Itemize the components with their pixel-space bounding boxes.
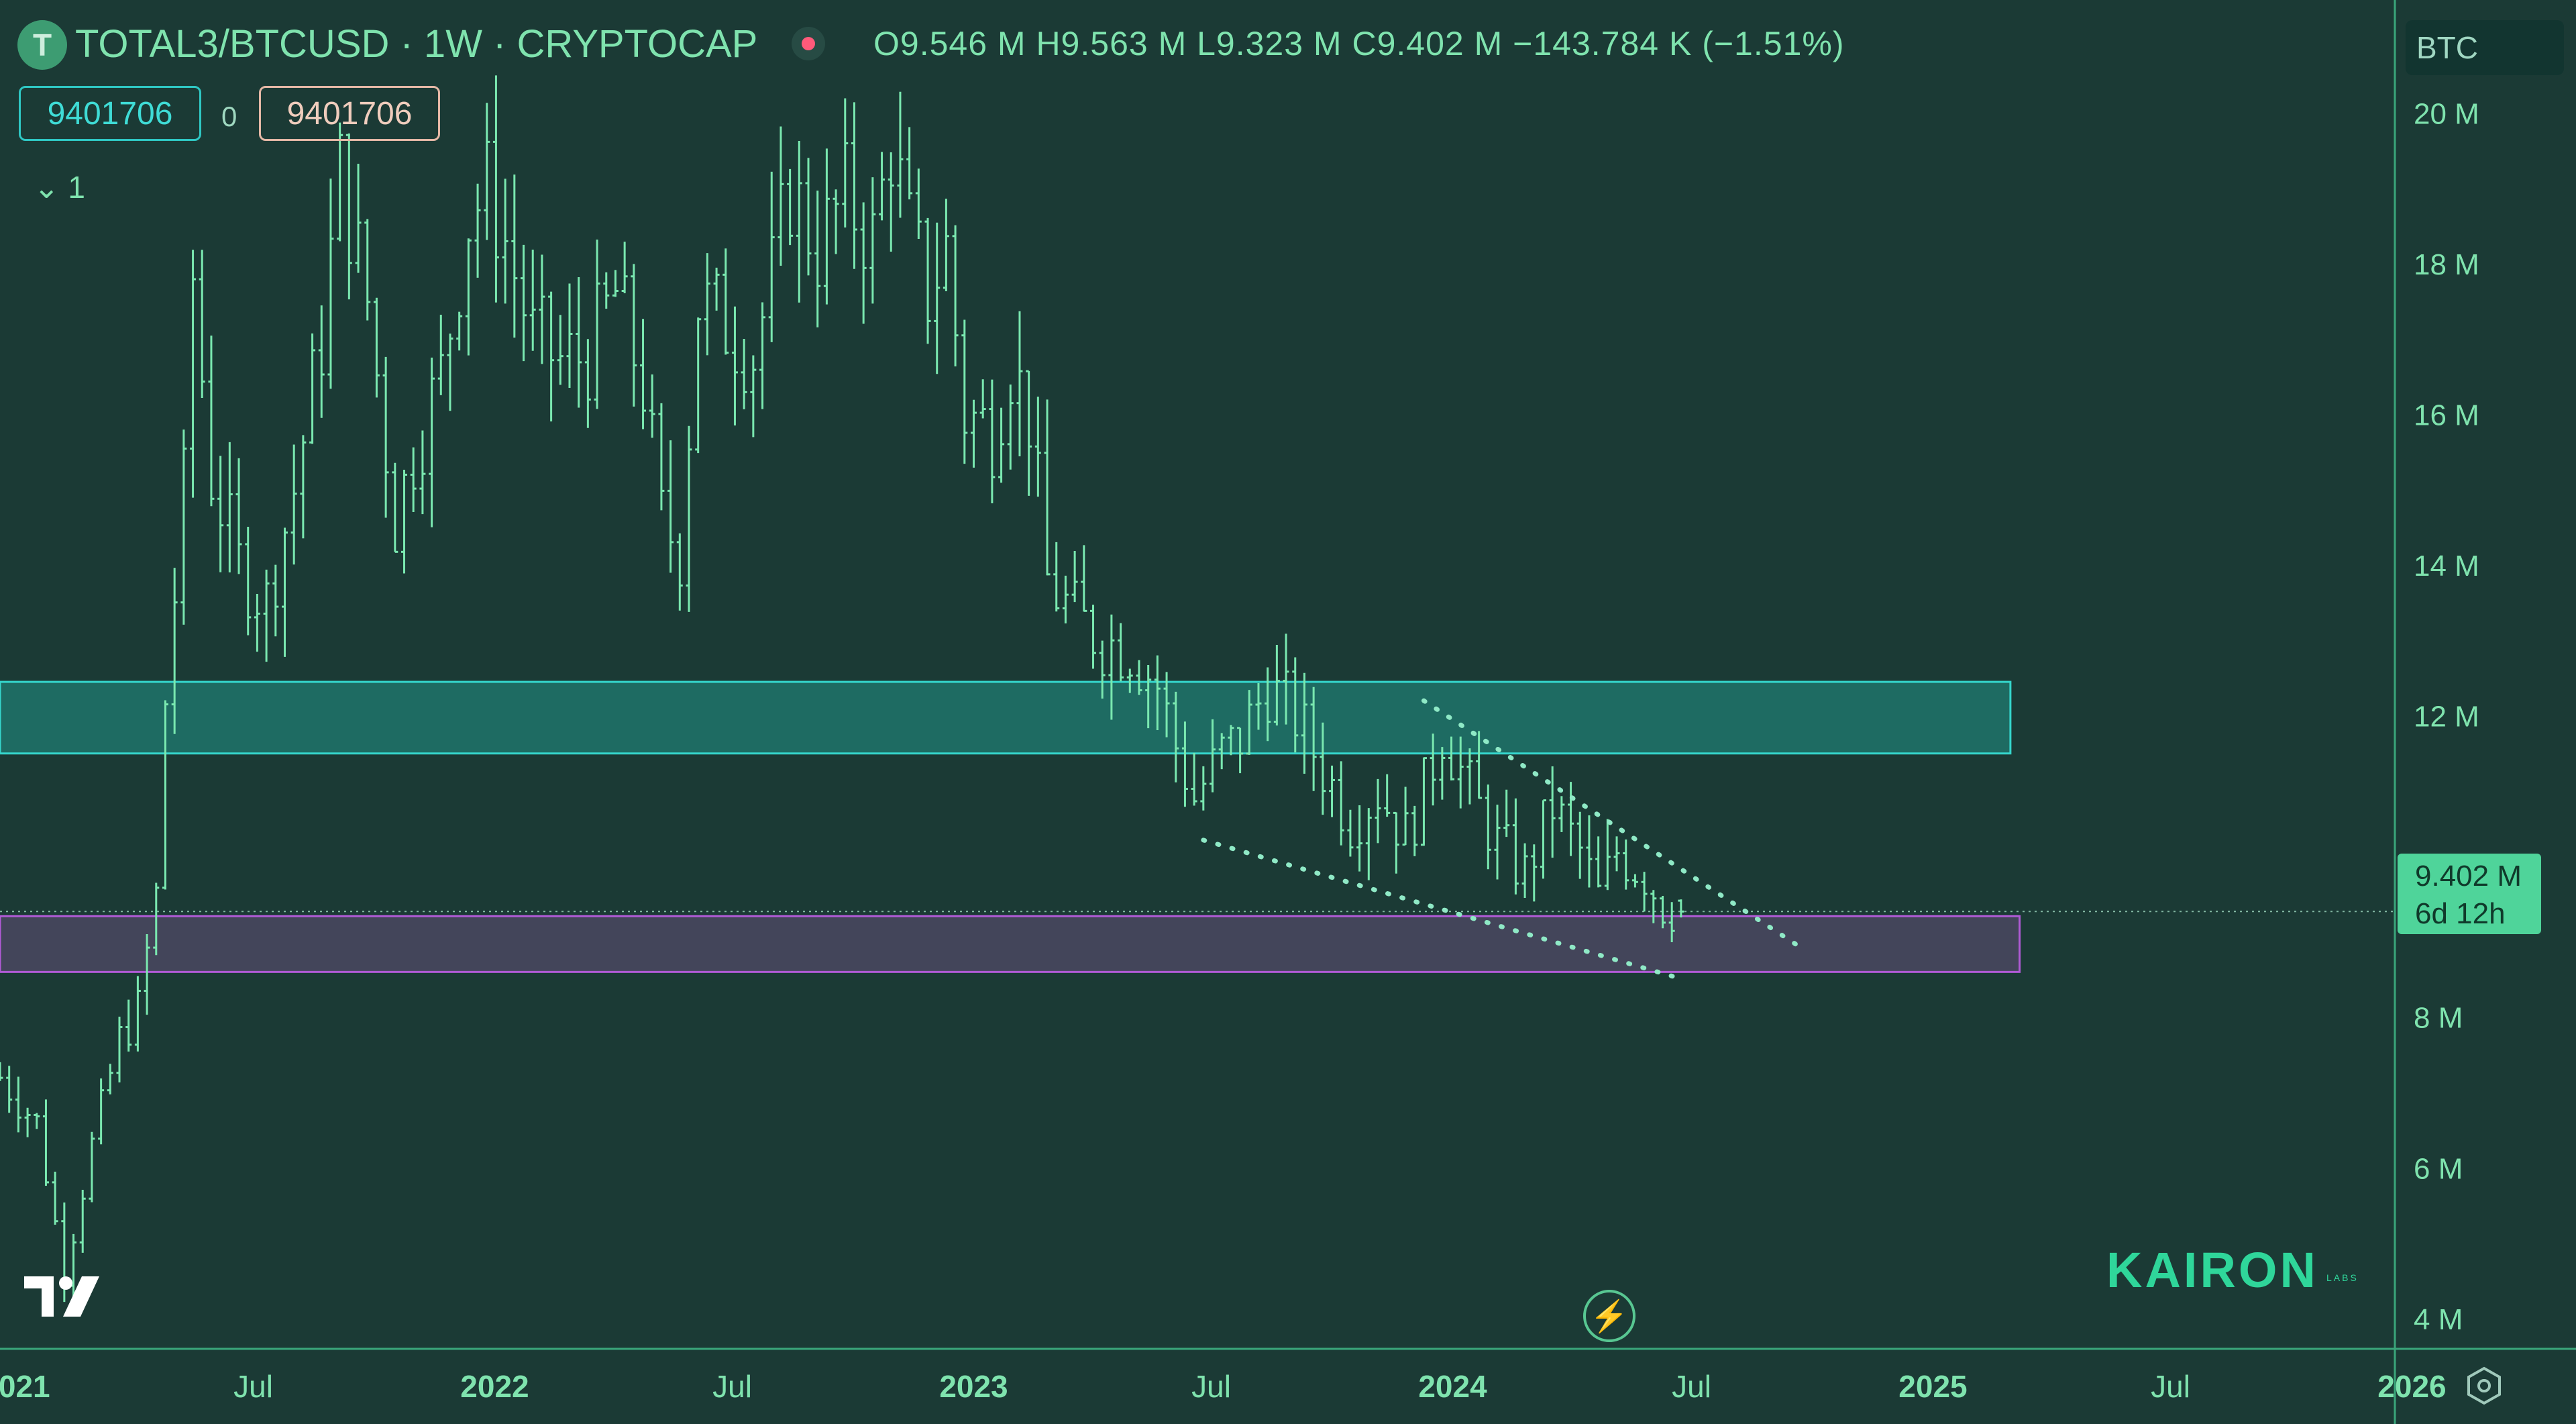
- resistance-zone: [0, 680, 2012, 755]
- current-price-value: 9.402 M: [2415, 860, 2522, 893]
- indicator-value-box-1[interactable]: 9401706: [19, 86, 201, 141]
- y-tick-label: 4 M: [2414, 1303, 2463, 1336]
- bar-countdown: 6d 12h: [2415, 897, 2506, 930]
- y-tick-label: 20 M: [2414, 97, 2479, 130]
- indicator-value-box-2[interactable]: 9401706: [259, 86, 440, 141]
- trendline-lower: [1201, 837, 1686, 982]
- x-tick-label: 2025: [1898, 1369, 1967, 1404]
- symbol-logo-icon: T: [17, 20, 67, 70]
- y-tick-label: 18 M: [2414, 248, 2479, 281]
- symbol-icon-letter: T: [32, 28, 52, 62]
- x-tick-label: 2021: [0, 1369, 50, 1404]
- indicators-toggle[interactable]: ⌄ 1: [34, 170, 85, 205]
- x-tick-label: Jul: [233, 1369, 273, 1404]
- brand-sub: LABS: [2326, 1272, 2359, 1283]
- x-tick-label: 2023: [939, 1369, 1008, 1404]
- current-price-tag: 9.402 M 6d 12h: [2398, 854, 2541, 934]
- y-tick-label: 16 M: [2414, 399, 2479, 432]
- lightning-icon[interactable]: ⚡: [1583, 1290, 1635, 1342]
- currency-badge[interactable]: BTC: [2406, 20, 2564, 75]
- support-zone: [0, 915, 2021, 973]
- tradingview-logo-icon[interactable]: [24, 1272, 109, 1321]
- x-tick-label: 2022: [460, 1369, 529, 1404]
- x-tick-label: Jul: [2151, 1369, 2190, 1404]
- trendline-upper: [1421, 698, 1801, 948]
- record-dot-icon[interactable]: [792, 27, 825, 60]
- x-tick-label: Jul: [1672, 1369, 1711, 1404]
- x-tick-label: 2024: [1418, 1369, 1487, 1404]
- y-tick-label: 6 M: [2414, 1152, 2463, 1185]
- y-tick-label: 14 M: [2414, 550, 2479, 582]
- y-tick-label: 12 M: [2414, 701, 2479, 733]
- settings-icon[interactable]: [2465, 1366, 2504, 1405]
- x-tick-label: 2026: [2377, 1369, 2446, 1404]
- brand-logo: KAIRON: [2106, 1242, 2318, 1298]
- y-tick-label: 8 M: [2414, 1002, 2463, 1035]
- x-tick-label: Jul: [712, 1369, 752, 1404]
- indicator-separator: 0: [221, 101, 237, 132]
- x-tick-label: Jul: [1191, 1369, 1231, 1404]
- chart-title[interactable]: TOTAL3/BTCUSD · 1W · CRYPTOCAP: [75, 22, 758, 66]
- ohlc-readout: O9.546 M H9.563 M L9.323 M C9.402 M −143…: [873, 25, 1845, 62]
